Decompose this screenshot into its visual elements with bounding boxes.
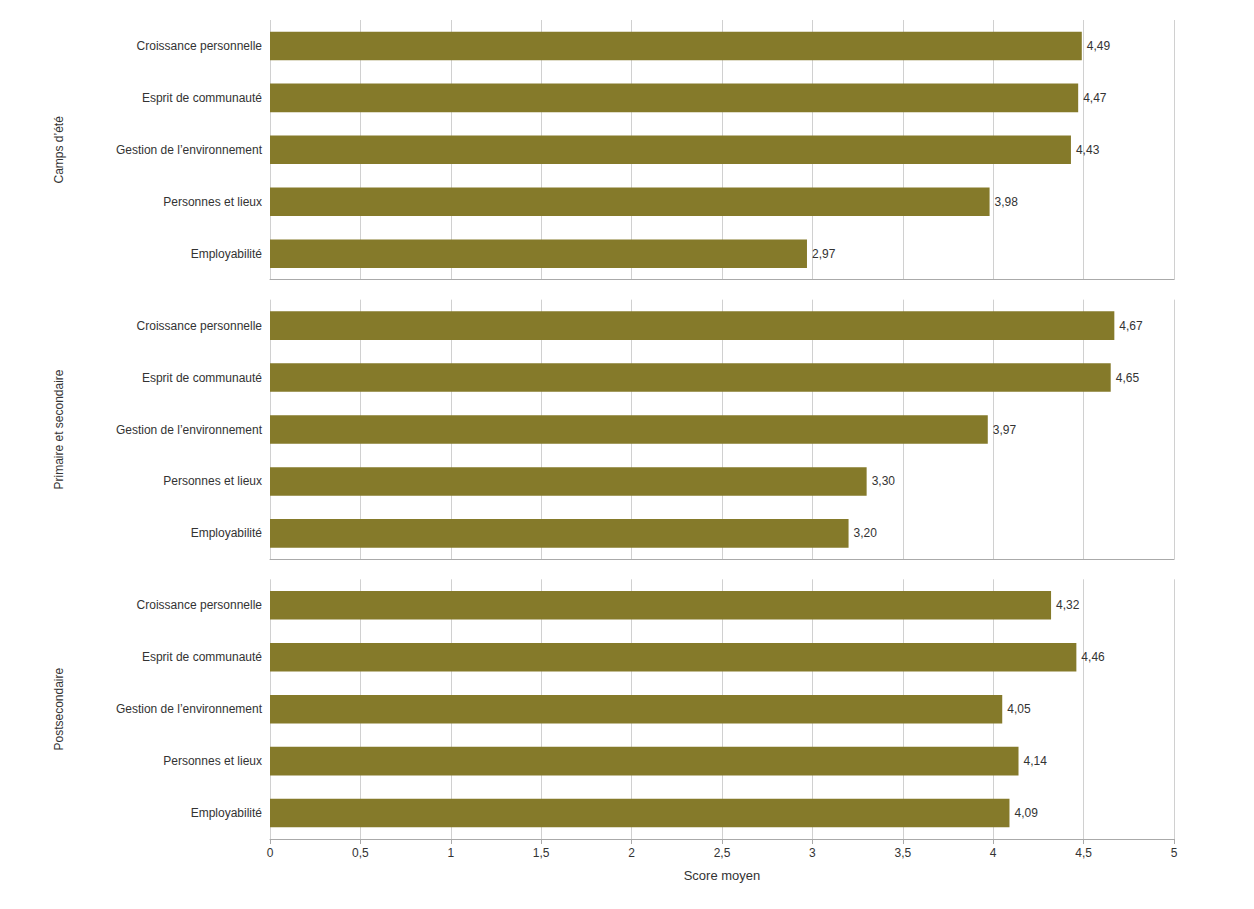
svg-text:Gestion de l’environnement: Gestion de l’environnement: [116, 423, 263, 437]
svg-text:Employabilité: Employabilité: [191, 806, 263, 820]
svg-text:4: 4: [990, 846, 997, 860]
svg-text:Personnes et lieux: Personnes et lieux: [163, 195, 262, 209]
svg-text:4,47: 4,47: [1083, 91, 1107, 105]
svg-text:4,09: 4,09: [1014, 806, 1038, 820]
svg-text:3,5: 3,5: [894, 846, 911, 860]
svg-text:0,5: 0,5: [352, 846, 369, 860]
svg-text:Postsecondaire: Postsecondaire: [52, 667, 66, 750]
svg-text:Croissance personnelle: Croissance personnelle: [137, 319, 263, 333]
svg-text:Primaire et secondaire: Primaire et secondaire: [52, 369, 66, 489]
svg-text:Croissance personnelle: Croissance personnelle: [137, 598, 263, 612]
svg-text:3,97: 3,97: [993, 423, 1017, 437]
svg-text:2,97: 2,97: [812, 247, 836, 261]
svg-text:4,32: 4,32: [1056, 598, 1080, 612]
svg-text:2,5: 2,5: [714, 846, 731, 860]
svg-text:Personnes et lieux: Personnes et lieux: [163, 474, 262, 488]
svg-text:4,49: 4,49: [1087, 39, 1111, 53]
svg-text:Gestion de l’environnement: Gestion de l’environnement: [116, 143, 263, 157]
svg-text:Esprit de communauté: Esprit de communauté: [142, 650, 262, 664]
svg-text:1: 1: [447, 846, 454, 860]
svg-text:Employabilité: Employabilité: [191, 247, 263, 261]
svg-text:1,5: 1,5: [533, 846, 550, 860]
svg-text:5: 5: [1171, 846, 1178, 860]
svg-text:4,05: 4,05: [1007, 702, 1031, 716]
svg-text:4,5: 4,5: [1075, 846, 1092, 860]
svg-text:4,46: 4,46: [1081, 650, 1105, 664]
svg-text:Score moyen: Score moyen: [684, 868, 761, 883]
svg-text:3: 3: [809, 846, 816, 860]
svg-text:Croissance personnelle: Croissance personnelle: [137, 39, 263, 53]
svg-text:Personnes et lieux: Personnes et lieux: [163, 754, 262, 768]
svg-text:3,20: 3,20: [854, 526, 878, 540]
svg-text:2: 2: [628, 846, 635, 860]
svg-text:Employabilité: Employabilité: [191, 526, 263, 540]
svg-text:4,43: 4,43: [1076, 143, 1100, 157]
svg-text:0: 0: [267, 846, 274, 860]
svg-text:4,67: 4,67: [1119, 319, 1143, 333]
svg-text:3,98: 3,98: [995, 195, 1019, 209]
svg-text:Esprit de communauté: Esprit de communauté: [142, 91, 262, 105]
svg-text:4,14: 4,14: [1024, 754, 1048, 768]
svg-text:Esprit de communauté: Esprit de communauté: [142, 371, 262, 385]
svg-text:Gestion de l’environnement: Gestion de l’environnement: [116, 702, 263, 716]
svg-text:Camps d’été: Camps d’été: [52, 116, 66, 184]
svg-text:3,30: 3,30: [872, 474, 896, 488]
svg-text:4,65: 4,65: [1116, 371, 1140, 385]
